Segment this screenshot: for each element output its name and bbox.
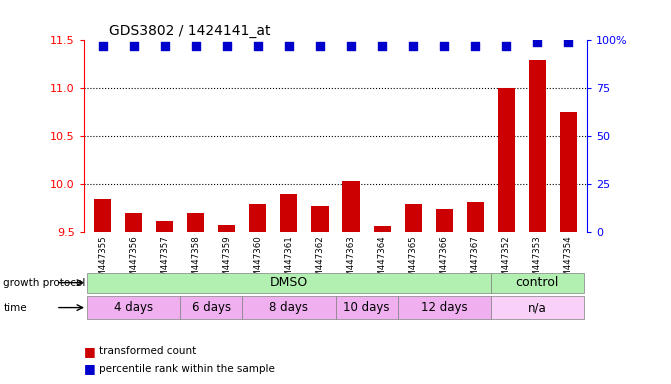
- Text: DMSO: DMSO: [270, 276, 308, 289]
- Text: GSM447358: GSM447358: [191, 235, 200, 288]
- Point: [501, 43, 512, 49]
- Bar: [560, 112, 577, 384]
- Text: growth protocol: growth protocol: [3, 278, 86, 288]
- Text: GDS3802 / 1424141_at: GDS3802 / 1424141_at: [109, 24, 270, 38]
- Text: control: control: [516, 276, 559, 289]
- Bar: [87, 296, 180, 319]
- Text: GSM447360: GSM447360: [254, 235, 262, 288]
- Bar: [435, 209, 453, 384]
- Bar: [94, 199, 111, 384]
- Text: 12 days: 12 days: [421, 301, 468, 314]
- Text: n/a: n/a: [528, 301, 547, 314]
- Bar: [529, 60, 546, 384]
- Bar: [491, 273, 584, 293]
- Point: [439, 43, 450, 49]
- Text: GSM447361: GSM447361: [285, 235, 293, 288]
- Point: [284, 43, 295, 49]
- Text: GSM447362: GSM447362: [315, 235, 325, 288]
- Point: [128, 43, 139, 49]
- Point: [408, 43, 419, 49]
- Text: percentile rank within the sample: percentile rank within the sample: [99, 364, 275, 374]
- Bar: [467, 202, 484, 384]
- Text: GSM447352: GSM447352: [502, 235, 511, 288]
- Text: 8 days: 8 days: [269, 301, 309, 314]
- Text: GSM447355: GSM447355: [98, 235, 107, 288]
- Text: GSM447356: GSM447356: [129, 235, 138, 288]
- Text: 4 days: 4 days: [114, 301, 153, 314]
- Text: GSM447364: GSM447364: [378, 235, 386, 288]
- Bar: [250, 204, 266, 384]
- Text: GSM447365: GSM447365: [409, 235, 417, 288]
- Bar: [342, 182, 360, 384]
- Bar: [398, 296, 491, 319]
- Bar: [187, 213, 204, 384]
- Bar: [405, 204, 421, 384]
- Text: ■: ■: [84, 362, 96, 375]
- Bar: [280, 194, 297, 384]
- Text: GSM447354: GSM447354: [564, 235, 573, 288]
- Bar: [87, 273, 491, 293]
- Bar: [491, 296, 584, 319]
- Point: [346, 43, 356, 49]
- Text: GSM447366: GSM447366: [440, 235, 449, 288]
- Bar: [218, 225, 236, 384]
- Point: [563, 39, 574, 45]
- Point: [470, 43, 480, 49]
- Bar: [374, 225, 391, 384]
- Text: GSM447353: GSM447353: [533, 235, 542, 288]
- Bar: [311, 207, 329, 384]
- Text: 10 days: 10 days: [344, 301, 390, 314]
- Text: time: time: [3, 303, 27, 313]
- Bar: [242, 296, 336, 319]
- Point: [376, 43, 387, 49]
- Text: GSM447367: GSM447367: [471, 235, 480, 288]
- Point: [159, 43, 170, 49]
- Text: GSM447363: GSM447363: [346, 235, 356, 288]
- Bar: [336, 296, 398, 319]
- Bar: [498, 88, 515, 384]
- Point: [97, 43, 108, 49]
- Text: GSM447357: GSM447357: [160, 235, 169, 288]
- Text: ■: ■: [84, 345, 96, 358]
- Point: [221, 43, 232, 49]
- Point: [315, 43, 325, 49]
- Text: 6 days: 6 days: [192, 301, 231, 314]
- Point: [252, 43, 263, 49]
- Text: GSM447359: GSM447359: [222, 235, 231, 288]
- Bar: [180, 296, 242, 319]
- Bar: [125, 213, 142, 384]
- Text: transformed count: transformed count: [99, 346, 197, 356]
- Bar: [156, 221, 173, 384]
- Point: [191, 43, 201, 49]
- Point: [532, 39, 543, 45]
